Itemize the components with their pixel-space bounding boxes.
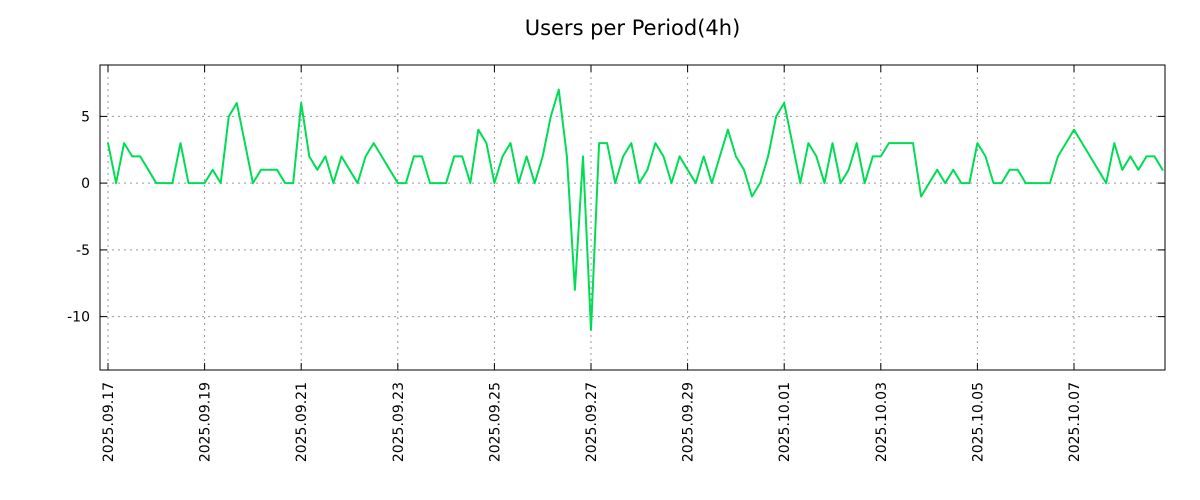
x-tick-label: 2025.09.21 [294, 382, 310, 462]
x-tick-label: 2025.10.05 [970, 382, 986, 462]
x-tick-label: 2025.10.07 [1067, 382, 1083, 462]
y-axis-labels: 5 0 -5 -10 [67, 109, 90, 325]
axis-tick-marks [100, 65, 1165, 370]
x-tick-label: 2025.09.29 [681, 382, 697, 462]
y-tick-label: 5 [81, 109, 90, 125]
x-tick-label: 2025.09.23 [391, 382, 407, 462]
y-tick-label: -10 [67, 310, 90, 326]
plot-border [99, 64, 1166, 371]
x-tick-label: 2025.09.19 [198, 382, 214, 462]
x-tick-label: 2025.09.27 [584, 382, 600, 462]
grid-lines [100, 65, 1165, 370]
chart-title: Users per Period(4h) [524, 16, 741, 40]
y-tick-label: 0 [81, 176, 90, 192]
x-tick-label: 2025.10.03 [874, 382, 890, 462]
x-tick-label: 2025.09.25 [487, 382, 503, 462]
x-tick-label: 2025.09.17 [101, 382, 117, 462]
x-axis-labels: 2025.09.17 2025.09.19 2025.09.21 2025.09.23… [101, 382, 1083, 462]
chart-line-users [107, 88, 1164, 331]
y-tick-label: -5 [76, 243, 90, 259]
x-tick-label: 2025.10.01 [777, 382, 793, 462]
